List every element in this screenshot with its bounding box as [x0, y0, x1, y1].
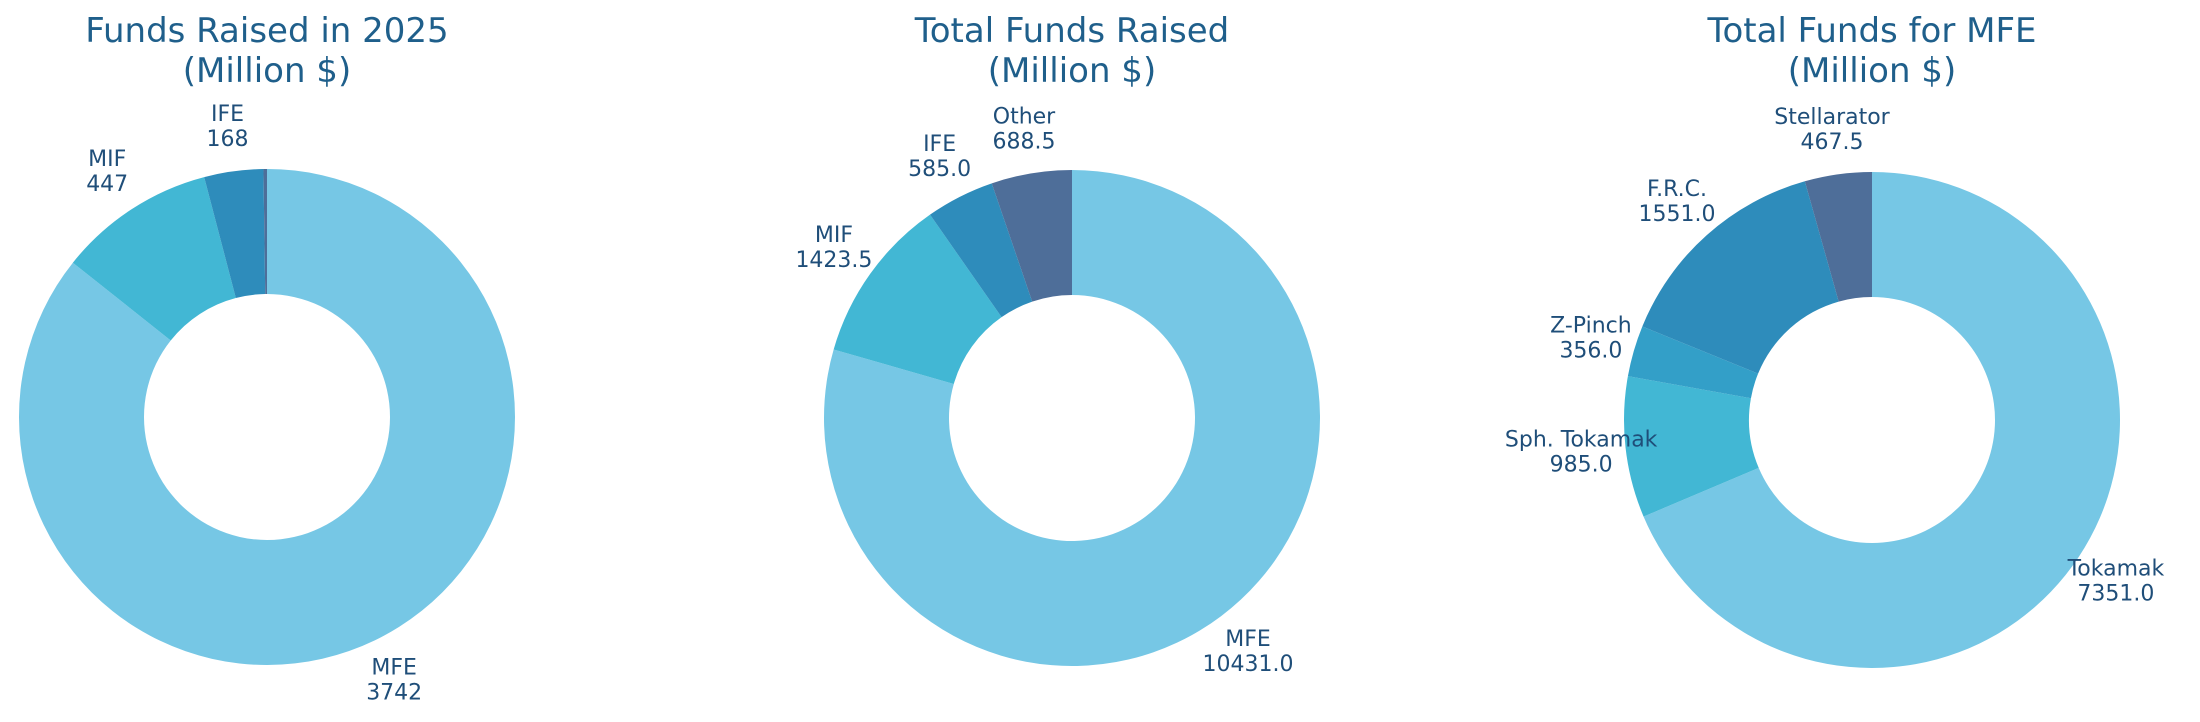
slice-value: 3742	[366, 681, 422, 706]
donut-slice	[1627, 326, 1759, 399]
slice-label: F.R.C.	[1647, 177, 1707, 202]
slice-value: 447	[86, 172, 128, 197]
donut-slice	[1804, 172, 1872, 302]
slice-label: IFE	[211, 102, 244, 127]
slice-label: Z-Pinch	[1550, 313, 1632, 338]
donut-slice	[263, 169, 267, 295]
chart-title: Funds Raised in 2025 (Million $)	[85, 11, 448, 91]
slice-label: Stellarator	[1774, 105, 1890, 130]
donut-slice	[72, 177, 236, 341]
slice-label: Sph. Tokamak	[1505, 427, 1658, 452]
slice-label: IFE	[923, 132, 956, 157]
slice-label: Tokamak	[2067, 557, 2165, 582]
slice-value: 356.0	[1559, 338, 1622, 363]
slice-value: 585.0	[908, 157, 971, 182]
donut-slice	[823, 170, 1321, 666]
slice-value: 168	[207, 127, 249, 152]
slice-value: 985.0	[1550, 452, 1613, 477]
slice-label: MFE	[371, 656, 417, 681]
donut-slice	[833, 214, 1002, 385]
donut-slice	[19, 169, 515, 665]
slice-value: 7351.0	[2077, 582, 2154, 607]
slice-value: 688.5	[993, 129, 1056, 154]
chart-title: Total Funds Raised (Million $)	[914, 11, 1229, 91]
slice-value: 467.5	[1801, 130, 1864, 155]
donut-slice	[204, 169, 266, 299]
donut-slice	[1642, 181, 1839, 374]
slice-value: 10431.0	[1203, 652, 1294, 677]
donut-slice	[991, 170, 1072, 302]
slice-label: MIF	[88, 147, 126, 172]
donut-slice	[930, 183, 1033, 318]
chart-title: Total Funds for MFE (Million $)	[1706, 11, 2036, 91]
donut-slice	[1643, 172, 2120, 668]
donut-slice	[1623, 376, 1759, 517]
slice-label: Other	[993, 104, 1056, 129]
slice-label: MFE	[1225, 627, 1271, 652]
slice-label: MIF	[815, 223, 853, 248]
slice-value: 1423.5	[795, 248, 872, 273]
slice-value: 1551.0	[1639, 202, 1716, 227]
